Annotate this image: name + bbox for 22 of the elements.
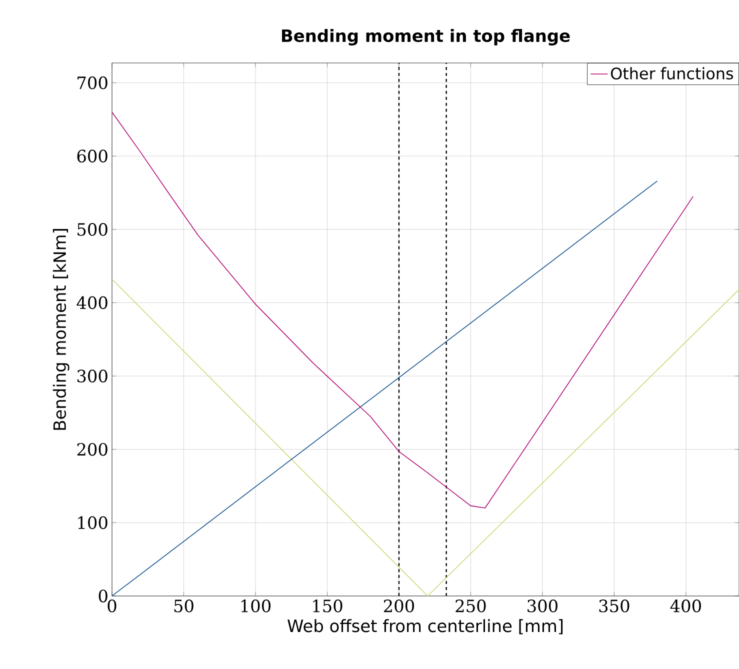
x-tick-label: 150 (313, 599, 342, 612)
x-tick-label: 200 (384, 599, 414, 612)
y-tick-label: 200 (77, 442, 108, 456)
y-tick-label: 500 (78, 222, 108, 236)
x-tick-label: 250 (456, 599, 486, 612)
x-tick-label: 300 (528, 599, 558, 612)
x-axis-title: Web offset from centerline [mm] (288, 619, 563, 634)
x-tick-label: 400 (670, 599, 701, 612)
y-tick-label: 700 (78, 76, 108, 90)
y-tick-label: 100 (78, 516, 108, 530)
y-tick-label: 300 (77, 370, 108, 382)
x-tick-label: 50 (174, 599, 194, 612)
x-tick-label: 0 (108, 599, 116, 612)
y-tick-label: 0 (98, 590, 108, 602)
x-tick-label: 350 (599, 599, 630, 612)
line-series (112, 112, 694, 508)
y-tick-label: 400 (76, 296, 108, 310)
x-tick-label: 100 (241, 599, 271, 612)
chart-title: Bending moment in top flange (282, 28, 570, 46)
y-tick-label: 600 (77, 150, 108, 162)
y-axis-title: Bending moment [kNm] (52, 229, 70, 430)
text: Other functions (610, 67, 734, 80)
